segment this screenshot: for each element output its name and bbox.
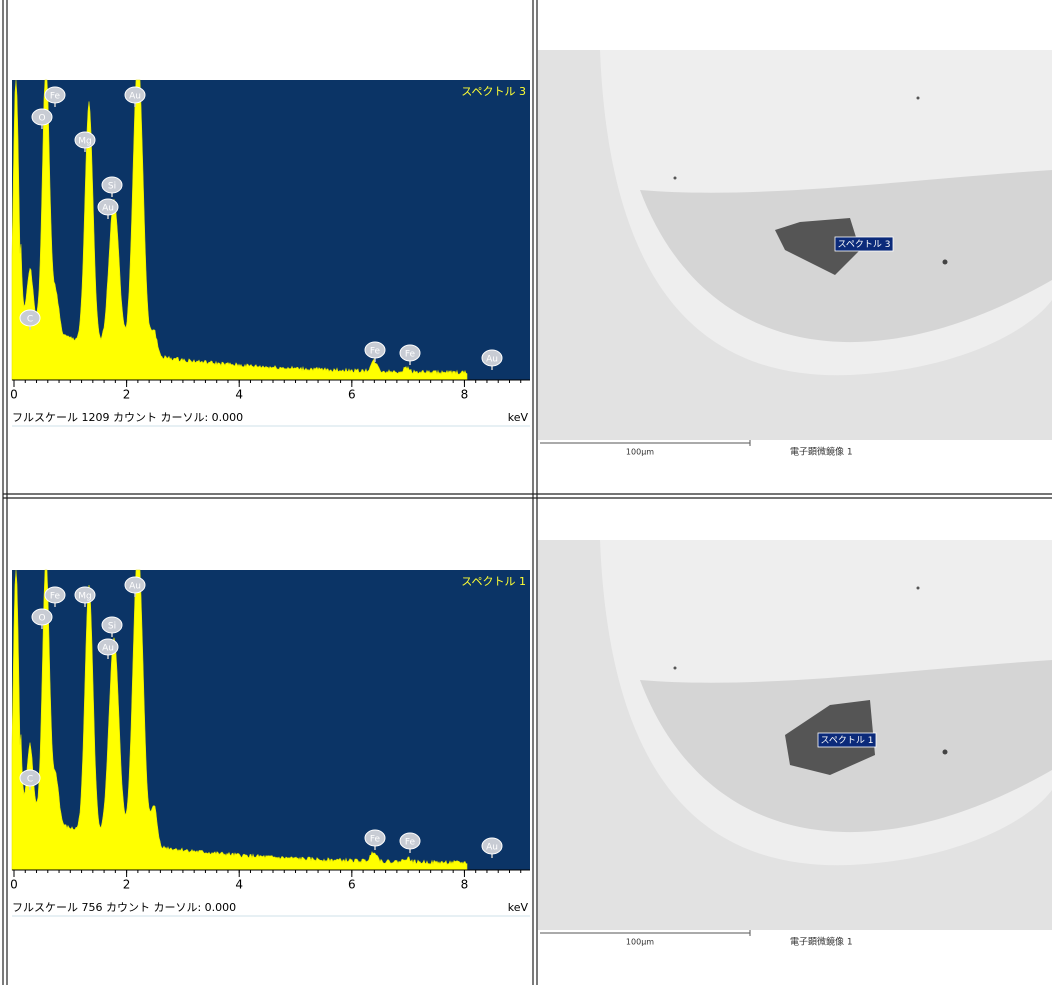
peak-label: Au [124, 576, 146, 597]
peak-label-text: Fe [370, 835, 381, 845]
peak-label: Au [481, 349, 503, 370]
peak-label-text: Fe [405, 350, 416, 360]
peak-badge [399, 344, 421, 362]
peak-label: Mg [74, 586, 96, 607]
image-caption: 電子顕微鏡像 1 [790, 936, 853, 948]
x-tick-label: 4 [235, 388, 243, 402]
spectrum-title: スペクトル 3 [461, 85, 526, 98]
peak-label-text: Mg [78, 592, 91, 602]
peak-label: Mg [74, 131, 96, 152]
peak-badge [481, 837, 503, 855]
x-unit: keV [508, 411, 529, 424]
peak-badge [31, 108, 53, 126]
sem-image: スペクトル 1 [538, 540, 1052, 930]
peak-label-text: Au [102, 204, 114, 214]
peak-label-text: Fe [370, 347, 381, 357]
sem-speck [942, 259, 948, 265]
peak-label-text: C [27, 315, 33, 325]
sem-speck [942, 749, 948, 755]
peak-label: O [31, 608, 53, 629]
peak-badge [97, 638, 119, 656]
peak-label-text: Si [108, 182, 116, 192]
peak-label: O [31, 108, 53, 129]
x-tick-label: 0 [10, 878, 18, 892]
peak-label: Fe [364, 341, 386, 362]
x-tick-label: 2 [123, 388, 131, 402]
peak-label-text: Mg [78, 137, 91, 147]
peak-label: Fe [399, 832, 421, 853]
spectrum-marker [834, 236, 894, 252]
peak-badge [44, 586, 66, 604]
peak-label: Au [97, 638, 119, 659]
peak-label: Au [124, 86, 146, 107]
sem-particle [775, 218, 860, 275]
peak-badge [481, 349, 503, 367]
scale-label: 100μm [626, 448, 654, 457]
peak-label: Fe [44, 586, 66, 607]
peak-badge [31, 608, 53, 626]
spectrum-footer: フルスケール 1209 カウント カーソル: 0.000 [12, 411, 243, 424]
peak-badge [74, 586, 96, 604]
peak-badge [19, 769, 41, 787]
peak-label: C [19, 769, 41, 790]
scale-label: 100μm [626, 938, 654, 947]
peak-label-text: Si [108, 622, 116, 632]
peak-badge [19, 309, 41, 327]
peak-label: Si [101, 616, 123, 637]
peak-label: C [19, 309, 41, 330]
peak-label-text: O [38, 614, 45, 624]
sem-image: スペクトル 3 [538, 50, 1052, 440]
peak-label: Au [481, 837, 503, 858]
peak-badge [97, 198, 119, 216]
x-tick-label: 6 [348, 388, 356, 402]
spectrum-marker [817, 732, 877, 748]
spectrum-curve [11, 569, 468, 871]
sem-speck [916, 586, 920, 590]
peak-label: Au [97, 198, 119, 219]
peak-badge [44, 86, 66, 104]
peak-badge [101, 176, 123, 194]
peak-badge [124, 576, 146, 594]
image-caption: 電子顕微鏡像 1 [790, 446, 853, 458]
peak-label: Si [101, 176, 123, 197]
peak-label-text: Fe [50, 92, 61, 102]
peak-badge [124, 86, 146, 104]
peak-badge [364, 829, 386, 847]
peak-label: Fe [399, 344, 421, 365]
spectrum-marker-label: スペクトル 1 [821, 735, 874, 746]
x-unit: keV [508, 901, 529, 914]
x-tick-label: 0 [10, 388, 18, 402]
peak-label-text: Fe [405, 838, 416, 848]
spectrum-marker-label: スペクトル 3 [838, 239, 891, 250]
sem-speck [673, 666, 677, 670]
x-tick-label: 6 [348, 878, 356, 892]
peak-badge [399, 832, 421, 850]
peak-badge [101, 616, 123, 634]
spectrum-footer: フルスケール 756 カウント カーソル: 0.000 [12, 901, 236, 914]
x-tick-label: 8 [461, 878, 469, 892]
x-tick-label: 8 [461, 388, 469, 402]
peak-label-text: Au [486, 355, 498, 365]
peak-label-text: Au [486, 843, 498, 853]
peak-label-text: O [38, 114, 45, 124]
peak-label-text: Au [102, 644, 114, 654]
peak-label: Fe [364, 829, 386, 850]
peak-label-text: C [27, 775, 33, 785]
peak-badge [364, 341, 386, 359]
peak-label-text: Au [129, 582, 141, 592]
sem-speck [916, 96, 920, 100]
spectrum-curve [11, 79, 468, 381]
spectrum-title: スペクトル 1 [461, 575, 526, 588]
x-tick-label: 4 [235, 878, 243, 892]
peak-label-text: Fe [50, 592, 61, 602]
peak-label: Fe [44, 86, 66, 107]
peak-badge [74, 131, 96, 149]
peak-label-text: Au [129, 92, 141, 102]
x-tick-label: 2 [123, 878, 131, 892]
sem-speck [673, 176, 677, 180]
